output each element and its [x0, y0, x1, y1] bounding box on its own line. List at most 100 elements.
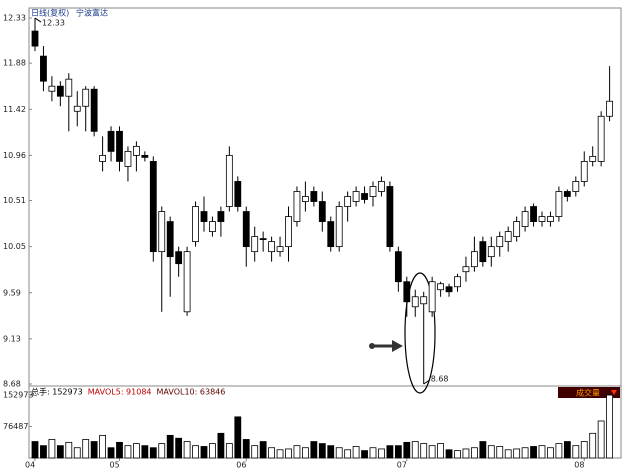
candle-body — [572, 181, 580, 192]
arrow-head — [392, 340, 403, 352]
volume-bar — [470, 447, 478, 459]
volume-bar — [344, 449, 352, 459]
volume-bar — [301, 447, 309, 459]
candle-body — [597, 115, 605, 162]
candle-body — [394, 251, 402, 283]
volume-bar — [234, 416, 242, 459]
candle-body — [90, 88, 98, 132]
y-tick-label: 10.96 — [3, 151, 26, 160]
volume-bar — [166, 434, 174, 459]
candle-body — [158, 211, 166, 253]
candle-body — [73, 105, 81, 112]
price-panel — [28, 7, 622, 387]
candle-body — [310, 191, 318, 202]
volume-bar — [428, 445, 436, 459]
candle-body — [217, 211, 225, 222]
volume-bar — [318, 443, 326, 459]
y-tick-label: 9.59 — [3, 288, 21, 297]
y-tick-label: 10.51 — [3, 196, 26, 205]
volume-bar — [589, 432, 597, 459]
volume-bar — [378, 448, 385, 459]
volume-bar — [293, 445, 301, 459]
volume-tick-label: 152973 — [3, 391, 34, 400]
volume-bar — [48, 439, 56, 459]
candle-body — [99, 154, 106, 162]
volume-bar — [158, 443, 166, 459]
candle-body — [513, 221, 521, 238]
volume-bar — [225, 443, 233, 459]
volume-bar — [403, 441, 411, 459]
candle-body — [606, 100, 613, 117]
volume-bar — [572, 445, 580, 459]
candle-body — [411, 296, 419, 308]
candle-body — [242, 211, 250, 248]
candle-body — [445, 286, 453, 293]
volume-bar — [369, 447, 377, 459]
candle-body — [107, 130, 115, 152]
volume-bar — [141, 445, 149, 459]
volume-bar — [259, 441, 267, 459]
volume-bar — [335, 447, 343, 459]
candle-body — [538, 216, 546, 222]
volume-bar — [555, 443, 563, 459]
volume-bar — [200, 446, 208, 459]
candle-body — [335, 206, 343, 248]
volume-header: MAVOL10: 63846 — [157, 388, 226, 397]
volume-bar — [454, 450, 461, 459]
dropdown-icon — [611, 390, 617, 395]
candle-body — [479, 241, 487, 263]
candle-body — [124, 150, 132, 167]
candle-body — [192, 206, 199, 243]
candle-body — [268, 241, 276, 253]
volume-tick-label: 76487 — [3, 422, 28, 431]
volume-bar — [107, 447, 115, 459]
volume-box-label: 成交量 — [576, 388, 600, 398]
volume-bar — [538, 445, 546, 459]
volume-bar — [149, 447, 157, 459]
low-label: 8.68 — [431, 374, 449, 383]
candle-body — [327, 221, 335, 248]
volume-bar — [386, 445, 394, 459]
volume-bar — [124, 445, 132, 459]
volume-bar — [82, 439, 90, 459]
volume-bar — [411, 441, 419, 459]
volume-bar — [521, 447, 529, 459]
volume-bar — [276, 449, 284, 459]
candle-body — [496, 236, 504, 248]
candle-body — [31, 30, 39, 47]
candle-body — [555, 191, 563, 217]
volume-bar — [479, 441, 487, 459]
volume-bar — [580, 441, 588, 459]
low-pointer — [423, 379, 430, 385]
y-tick-label: 11.42 — [3, 105, 26, 114]
candle-body — [352, 191, 360, 202]
candle-body — [183, 251, 191, 313]
volume-bar — [420, 443, 428, 459]
candle-body — [225, 154, 233, 207]
candle-body — [175, 251, 183, 265]
volume-bar — [597, 420, 605, 459]
candle-body — [504, 231, 512, 243]
volume-bar — [175, 437, 183, 459]
volume-bar — [445, 449, 453, 459]
candle-body — [200, 211, 208, 222]
candle-body — [428, 281, 436, 313]
y-tick-label: 9.13 — [3, 334, 21, 343]
candle-body — [589, 155, 597, 162]
high-pointer — [34, 17, 42, 23]
volume-bar — [327, 445, 335, 459]
volume-header: MAVOL5: 91084 — [88, 388, 152, 397]
candle-body — [547, 216, 554, 222]
candle-body — [318, 201, 326, 222]
candle-body — [276, 246, 284, 253]
candle-body — [530, 206, 537, 222]
volume-bar — [99, 434, 106, 459]
high-label: 12.33 — [42, 19, 65, 28]
volume-bar — [183, 441, 191, 459]
candle-body — [56, 85, 64, 97]
candle-body — [470, 251, 478, 268]
volume-bar — [73, 447, 81, 459]
volume-header: 总手: 152973 — [31, 387, 83, 397]
y-tick-label: 11.88 — [3, 59, 26, 68]
candle-body — [209, 221, 216, 232]
